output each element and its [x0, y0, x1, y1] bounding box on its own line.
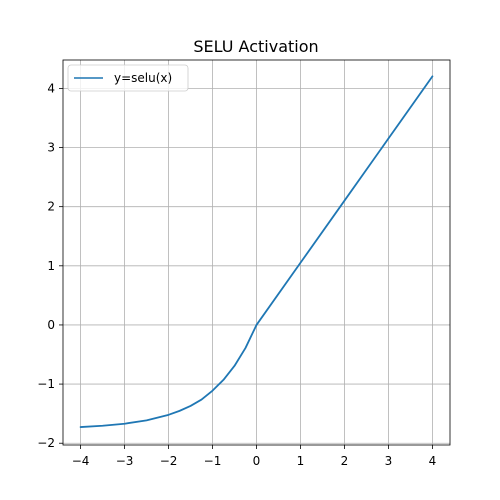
y-tick-label: 2 [47, 200, 55, 214]
y-tick-label: −2 [37, 436, 55, 450]
y-tick-label: 1 [47, 259, 55, 273]
grid-lines [63, 60, 450, 445]
y-tick-label: −1 [37, 377, 55, 391]
legend-box [67, 64, 189, 92]
x-tick-label: −1 [204, 454, 222, 468]
legend: y=selu(x) [67, 64, 189, 92]
x-tick-label: 1 [297, 454, 305, 468]
x-tick-label: −3 [116, 454, 134, 468]
chart-title: SELU Activation [193, 37, 318, 56]
x-tick-label: −4 [72, 454, 90, 468]
legend-label: y=selu(x) [114, 71, 172, 85]
series-layer [79, 75, 434, 428]
x-tick-label: 3 [385, 454, 393, 468]
y-tick-label: 4 [47, 81, 55, 95]
y-tick-label: 3 [47, 141, 55, 155]
x-tick-label: 4 [429, 454, 437, 468]
x-tick-label: 2 [341, 454, 349, 468]
y-tick-label: 0 [47, 318, 55, 332]
x-tick-label: −2 [160, 454, 178, 468]
series-line [79, 75, 434, 428]
axis-ticks: −4 −3 −2 −1 0 1 2 3 4 −2 −1 0 1 2 3 4 [37, 81, 436, 468]
x-tick-label: 0 [253, 454, 261, 468]
